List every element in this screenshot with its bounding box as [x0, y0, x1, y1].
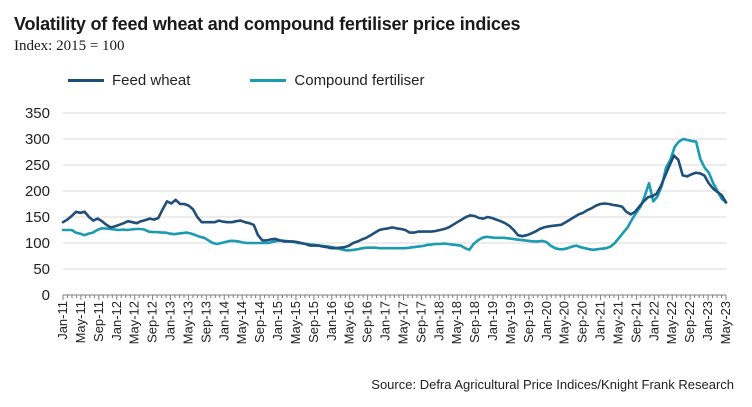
legend-item-compound-fertiliser: Compound fertiliser — [250, 72, 424, 89]
x-tick-label: May-22 — [664, 301, 679, 344]
series-line-feed-wheat — [61, 154, 728, 250]
x-tick-label: Sep-19 — [521, 301, 536, 343]
legend-label-feed-wheat: Feed wheat — [112, 71, 191, 89]
x-tick-label: Sep-12 — [145, 301, 160, 343]
x-tick-label: Sep-18 — [467, 301, 482, 343]
x-tick-label: Sep-17 — [413, 301, 428, 343]
x-tick-label: Jan-21 — [593, 301, 608, 341]
x-tick-label: May-21 — [610, 301, 625, 344]
series-lines — [61, 137, 728, 252]
y-tick-label: 100 — [25, 235, 50, 252]
x-tick-label: May-18 — [449, 301, 464, 344]
x-tick-label: May-20 — [557, 301, 572, 344]
y-tick-label: 250 — [25, 157, 50, 174]
x-tick-label: Sep-11 — [91, 301, 106, 342]
y-axis-ticks: 0 50 100 150 200 250 300 350 — [25, 105, 50, 304]
x-tick-label: Sep-20 — [575, 301, 590, 343]
legend-item-feed-wheat: Feed wheat — [68, 72, 190, 89]
x-tick-label: Sep-22 — [682, 301, 697, 343]
x-tick-label: Sep-21 — [628, 301, 643, 343]
gridlines — [63, 112, 726, 270]
x-tick-label: Jan-17 — [378, 301, 393, 341]
x-tick-label: Jan-18 — [431, 301, 446, 341]
y-tick-label: 350 — [25, 105, 50, 122]
x-tick-label: May-13 — [180, 301, 195, 344]
x-tick-label: Jan-11 — [55, 301, 70, 340]
source-note: Source: Defra Agricultural Price Indices… — [371, 377, 734, 392]
x-tick-label: May-11 — [73, 301, 88, 343]
y-tick-label: 50 — [33, 261, 50, 278]
x-tick-label: Jan-22 — [646, 301, 661, 341]
x-tick-label: May-12 — [127, 301, 142, 344]
legend-label-compound-fertiliser: Compound fertiliser — [294, 71, 425, 89]
x-tick-label: Sep-16 — [360, 301, 375, 343]
chart-title: Volatility of feed wheat and compound fe… — [14, 14, 521, 34]
x-tick-label: May-14 — [234, 301, 249, 344]
y-tick-label: 200 — [25, 183, 50, 200]
x-tick-label: Sep-14 — [252, 301, 267, 343]
x-tick-label: Jan-19 — [485, 301, 500, 341]
legend-swatch-compound-fertiliser — [250, 78, 287, 82]
x-tick-label: Jan-15 — [270, 301, 285, 341]
x-tick-label: May-19 — [503, 301, 518, 344]
y-tick-label: 300 — [25, 131, 50, 148]
x-tick-label: Sep-13 — [198, 301, 213, 343]
x-tick-label: Jan-12 — [109, 301, 124, 341]
x-tick-label: May-16 — [342, 301, 357, 344]
x-axis: Jan-11 May-11 Sep-11 Jan-12 May-12 Sep-12 Jan-… — [55, 294, 733, 344]
legend-swatch-feed-wheat — [68, 78, 104, 82]
x-tick-label: May-17 — [395, 301, 410, 344]
chart-subtitle: Index: 2015 = 100 — [14, 38, 125, 54]
x-tick-label: May-15 — [288, 301, 303, 344]
legend: Feed wheat Compound fertiliser — [68, 70, 484, 90]
series-line-compound-fertiliser — [61, 137, 728, 252]
x-tick-label: Jan-14 — [216, 301, 231, 341]
y-tick-label: 150 — [25, 209, 50, 226]
x-tick-label: Jan-16 — [324, 301, 339, 341]
x-tick-label: Jan-13 — [163, 301, 178, 341]
y-tick-label: 0 — [42, 287, 50, 304]
x-tick-label: May-23 — [718, 301, 733, 344]
x-tick-label: Jan-20 — [539, 301, 554, 341]
x-tick-label: Sep-15 — [306, 301, 321, 343]
x-tick-label: Jan-23 — [700, 301, 715, 341]
